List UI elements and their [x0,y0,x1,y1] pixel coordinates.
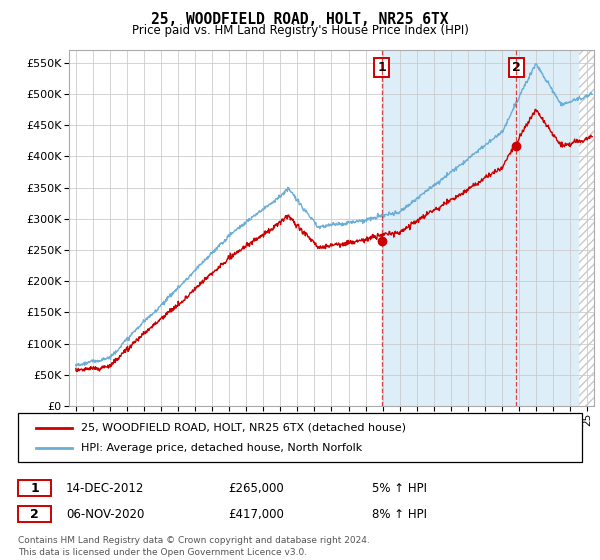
Bar [578,50,596,406]
Text: 2: 2 [30,507,39,521]
Text: 25, WOODFIELD ROAD, HOLT, NR25 6TX (detached house): 25, WOODFIELD ROAD, HOLT, NR25 6TX (deta… [81,422,406,432]
Text: 1: 1 [377,61,386,74]
Text: 8% ↑ HPI: 8% ↑ HPI [372,507,427,521]
Text: 06-NOV-2020: 06-NOV-2020 [66,507,145,521]
Text: 5% ↑ HPI: 5% ↑ HPI [372,482,427,495]
Bar [382,50,578,406]
Text: £265,000: £265,000 [228,482,284,495]
Text: Contains HM Land Registry data © Crown copyright and database right 2024.
This d: Contains HM Land Registry data © Crown c… [18,536,370,557]
Text: 2: 2 [512,61,521,74]
Text: 14-DEC-2012: 14-DEC-2012 [66,482,145,495]
Text: 1: 1 [30,482,39,495]
Text: Price paid vs. HM Land Registry's House Price Index (HPI): Price paid vs. HM Land Registry's House … [131,24,469,36]
Text: 25, WOODFIELD ROAD, HOLT, NR25 6TX: 25, WOODFIELD ROAD, HOLT, NR25 6TX [151,12,449,27]
Text: HPI: Average price, detached house, North Norfolk: HPI: Average price, detached house, Nort… [81,443,362,453]
Text: £417,000: £417,000 [228,507,284,521]
